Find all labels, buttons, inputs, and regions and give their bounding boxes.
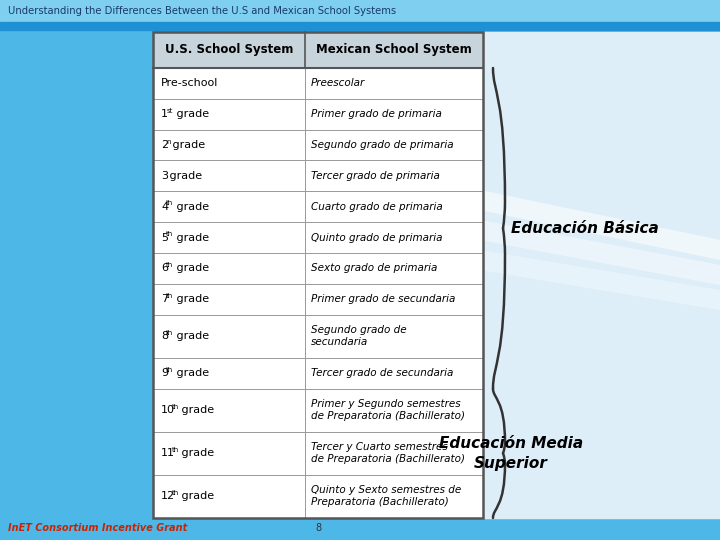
Text: Mexican School System: Mexican School System [316, 44, 472, 57]
Text: grade: grade [178, 491, 214, 502]
Text: 3: 3 [161, 171, 168, 181]
Text: th: th [166, 329, 174, 336]
Text: Quinto grado de primaria: Quinto grado de primaria [311, 233, 443, 242]
Text: Tercer y Cuarto semestres
de Preparatoria (Bachillerato): Tercer y Cuarto semestres de Preparatori… [311, 442, 465, 464]
Text: grade: grade [178, 405, 214, 415]
Text: Educación Básica: Educación Básica [511, 221, 659, 236]
Text: grade: grade [178, 448, 214, 458]
Text: Segundo grado de
secundaria: Segundo grado de secundaria [311, 325, 407, 347]
Text: th: th [171, 490, 179, 496]
Bar [153, 32, 483, 518]
Text: th: th [166, 231, 174, 237]
Text: grade: grade [173, 109, 209, 119]
Text: Tercer grado de primaria: Tercer grado de primaria [311, 171, 440, 181]
Text: th: th [171, 403, 179, 410]
Text: Sexto grado de primaria: Sexto grado de primaria [311, 264, 437, 273]
PathPatch shape [480, 250, 720, 310]
Text: Primer grado de primaria: Primer grado de primaria [311, 109, 442, 119]
Text: Primer grado de secundaria: Primer grado de secundaria [311, 294, 455, 304]
Text: th: th [166, 367, 174, 373]
Text: Primer y Segundo semestres
de Preparatoria (Bachillerato): Primer y Segundo semestres de Preparator… [311, 399, 465, 421]
Bar [0, 22, 720, 30]
Text: grade: grade [173, 233, 209, 242]
Text: n: n [166, 139, 171, 145]
Text: grade: grade [166, 171, 202, 181]
Text: Understanding the Differences Between the U.S and Mexican School Systems: Understanding the Differences Between th… [8, 6, 396, 16]
Text: grade: grade [173, 264, 209, 273]
Text: th: th [166, 262, 174, 268]
Text: 1: 1 [161, 109, 168, 119]
Text: 4: 4 [161, 202, 168, 212]
Bar [0, 0, 720, 22]
Text: 6: 6 [161, 264, 168, 273]
Text: 9: 9 [161, 368, 168, 378]
Text: 8: 8 [161, 331, 168, 341]
Text: th: th [166, 200, 174, 206]
Text: 10: 10 [161, 405, 175, 415]
Bar [153, 32, 483, 68]
Text: 5: 5 [161, 233, 168, 242]
Text: grade: grade [173, 202, 209, 212]
Text: 7: 7 [161, 294, 168, 304]
Text: grade: grade [173, 368, 209, 378]
Text: th: th [171, 447, 179, 453]
Text: grade: grade [173, 331, 209, 341]
Text: 12: 12 [161, 491, 175, 502]
Bar [153, 32, 483, 518]
PathPatch shape [480, 190, 720, 260]
Text: U.S. School System: U.S. School System [165, 44, 293, 57]
Text: Segundo grado de primaria: Segundo grado de primaria [311, 140, 454, 150]
Text: 11: 11 [161, 448, 175, 458]
Text: Educación Media
Superior: Educación Media Superior [439, 436, 583, 471]
Text: Cuarto grado de primaria: Cuarto grado de primaria [311, 202, 443, 212]
Text: th: th [166, 293, 174, 299]
Text: InET Consortium Incentive Grant: InET Consortium Incentive Grant [8, 523, 187, 533]
Text: Quinto y Sexto semestres de
Preparatoria (Bachillerato): Quinto y Sexto semestres de Preparatoria… [311, 485, 462, 508]
Bar [483, 32, 720, 518]
Text: Preescolar: Preescolar [311, 78, 365, 89]
Text: 2: 2 [161, 140, 168, 150]
Text: grade: grade [173, 294, 209, 304]
Text: 8: 8 [315, 523, 321, 533]
PathPatch shape [480, 220, 720, 285]
Text: st: st [166, 108, 173, 114]
Text: grade: grade [169, 140, 205, 150]
Text: Tercer grado de secundaria: Tercer grado de secundaria [311, 368, 454, 378]
Text: Pre-school: Pre-school [161, 78, 218, 89]
